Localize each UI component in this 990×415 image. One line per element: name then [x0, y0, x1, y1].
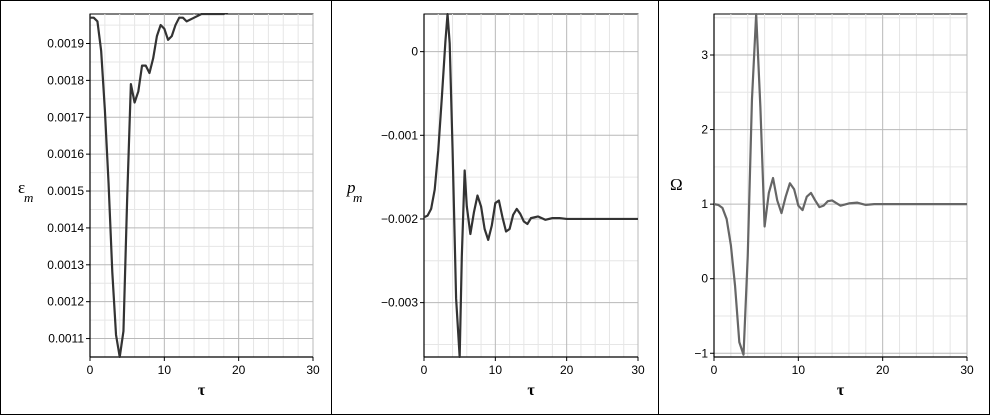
chart-0-y-axis-label: ε — [18, 178, 25, 197]
chart-0-y-tick-label: 0.0013 — [47, 258, 84, 272]
chart-1-x-tick-label: 20 — [560, 363, 574, 377]
chart-1-series-line — [424, 13, 638, 358]
chart-0-x-tick-label: 30 — [306, 363, 320, 377]
chart-1-y-tick-label: 0 — [411, 45, 418, 59]
chart-1-y-axis-label: p — [346, 178, 356, 197]
chart-1-y-axis-label-subscript: m — [353, 190, 362, 205]
chart-2-x-tick-label: 0 — [711, 363, 718, 377]
chart-1-x-tick-label: 10 — [489, 363, 503, 377]
chart-1-plot-area — [423, 13, 639, 358]
chart-1-y-tick-label: −0.002 — [381, 212, 418, 226]
chart-2-y-tick-label: 1 — [701, 197, 708, 211]
chart-0-x-tick-label: 10 — [158, 363, 172, 377]
chart-2-y-tick-label: 3 — [701, 48, 708, 62]
chart-p-m: 0 10 20 30 0 −0.001 −0.002 −0.003 τ pm — [346, 13, 645, 399]
chart-2-y-tick-label: 0 — [701, 272, 708, 286]
chart-2-x-tick-label: 20 — [876, 363, 890, 377]
chart-0-y-tick-label: 0.0015 — [47, 184, 84, 198]
chart-0-x-tick-label: 20 — [232, 363, 246, 377]
chart-2-x-axis-label: τ — [837, 382, 845, 399]
chart-2-y-axis-label: Ω — [670, 175, 683, 194]
chart-2-plot-area — [713, 13, 968, 358]
chart-0-series-line — [90, 13, 229, 358]
chart-0-y-axis-label-subscript: m — [24, 190, 33, 205]
chart-2-y-tick-label: 2 — [701, 123, 708, 137]
chart-epsilon-m: 0 10 20 30 0.0011 0.0012 0.0013 0.0014 0.0015 0.0… — [18, 13, 320, 399]
chart-0-y-tick-label: 0.0011 — [48, 332, 84, 346]
chart-0-y-tick-label: 0.0014 — [47, 221, 84, 235]
chart-1-x-tick-label: 0 — [421, 363, 428, 377]
chart-1-x-axis-label: τ — [527, 382, 535, 399]
chart-0-x-tick-label: 0 — [87, 363, 94, 377]
chart-1-y-tick-label: −0.001 — [381, 128, 418, 142]
chart-0-y-tick-label: 0.0012 — [47, 295, 84, 309]
chart-1-x-tick-label: 30 — [631, 363, 645, 377]
chart-2-series-line — [714, 13, 967, 356]
chart-0-y-tick-label: 0.0019 — [47, 37, 84, 51]
chart-0-y-tick-label: 0.0018 — [47, 73, 84, 87]
chart-1-y-tick-label: −0.003 — [381, 296, 418, 310]
chart-0-x-axis-label: τ — [198, 382, 206, 399]
chart-2-x-tick-label: 10 — [792, 363, 806, 377]
chart-2-y-tick-label: −1 — [694, 346, 708, 360]
chart-2-x-tick-label: 30 — [960, 363, 974, 377]
chart-0-y-tick-label: 0.0017 — [47, 110, 84, 124]
chart-0-y-tick-label: 0.0016 — [47, 147, 84, 161]
